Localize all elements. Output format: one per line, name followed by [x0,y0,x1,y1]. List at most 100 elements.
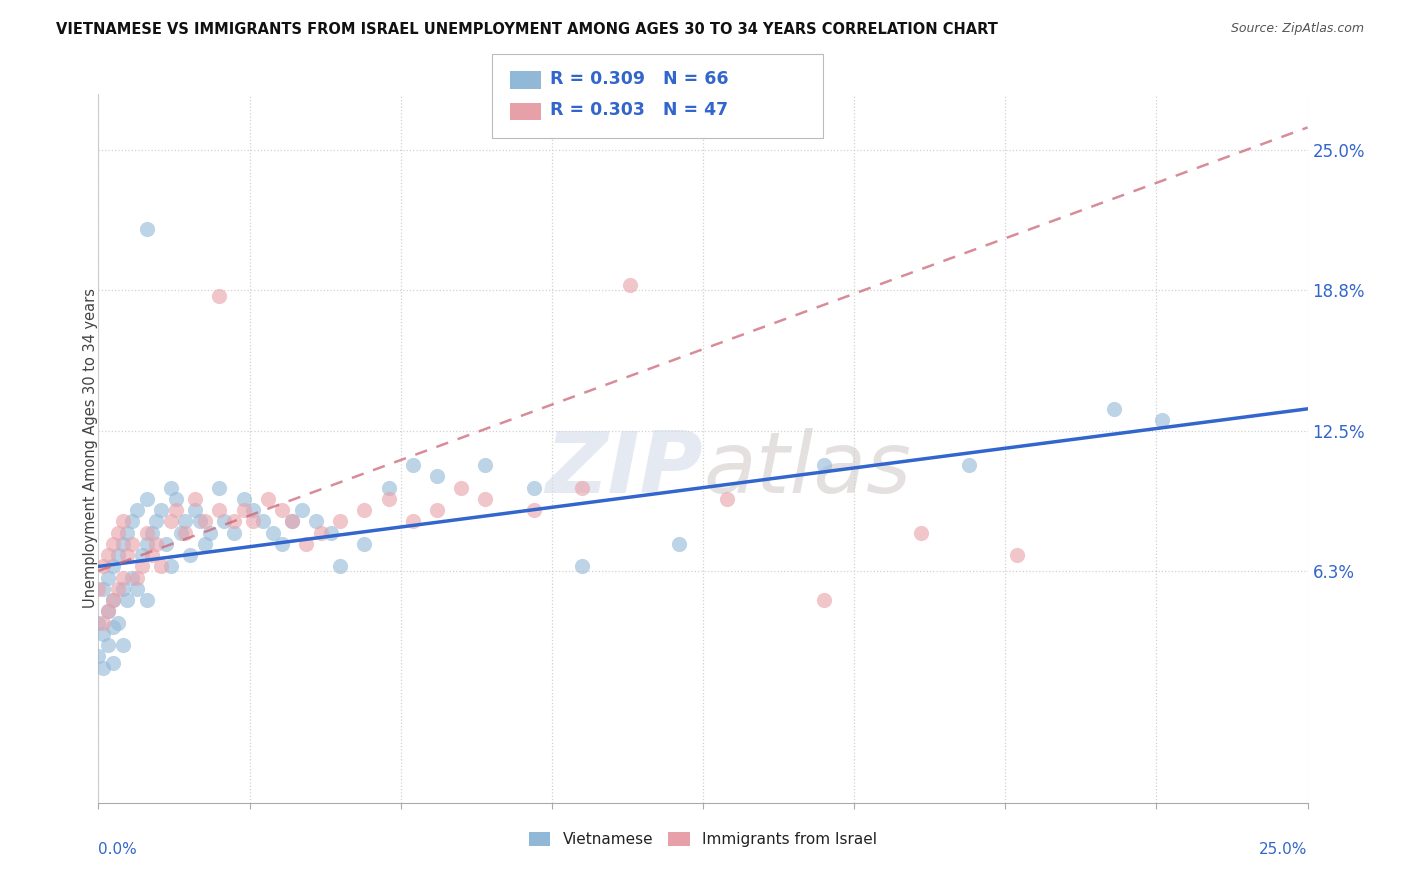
Point [117,593,139,607]
Point [91,582,114,596]
Point [208,503,231,517]
Point [121,537,143,551]
Point [97,604,120,618]
Point [619,278,641,293]
Point [295,537,318,551]
Point [135,491,157,506]
Point [450,481,472,495]
Point [160,559,183,574]
Point [242,503,264,517]
Point [91,615,114,630]
Point [281,515,304,529]
Point [91,627,114,641]
Text: atlas: atlas [703,428,911,511]
Point [165,503,187,517]
Text: R = 0.303   N = 47: R = 0.303 N = 47 [550,101,728,119]
Point [91,559,114,574]
Point [716,491,738,506]
Point [290,503,312,517]
Point [305,515,328,529]
Point [101,559,124,574]
Point [319,525,342,540]
Point [1152,413,1174,427]
Point [194,537,217,551]
Text: R = 0.309   N = 66: R = 0.309 N = 66 [550,70,728,87]
Point [179,548,201,562]
Point [188,515,211,529]
Point [91,661,114,675]
Y-axis label: Unemployment Among Ages 30 to 34 years: Unemployment Among Ages 30 to 34 years [83,288,97,608]
Point [97,571,120,585]
Point [910,525,932,540]
Point [426,469,449,483]
Point [135,525,157,540]
Point [131,559,153,574]
Point [101,537,124,551]
Point [101,593,124,607]
Point [111,537,134,551]
Point [155,537,177,551]
Point [668,537,690,551]
Point [174,515,197,529]
Point [135,537,157,551]
Legend: Vietnamese, Immigrants from Israel: Vietnamese, Immigrants from Israel [523,826,883,854]
Point [402,458,425,472]
Point [111,515,134,529]
Point [174,525,197,540]
Point [87,615,110,630]
Point [271,503,294,517]
Point [957,458,980,472]
Point [141,525,163,540]
Point [160,515,183,529]
Point [571,481,593,495]
Point [1102,401,1125,416]
Point [97,604,120,618]
Point [212,515,235,529]
Point [131,548,153,562]
Point [813,458,835,472]
Point [165,491,187,506]
Point [377,481,399,495]
Text: 0.0%: 0.0% [98,842,138,857]
Point [329,559,352,574]
Point [145,515,167,529]
Point [127,571,149,585]
Point [242,515,264,529]
Text: 25.0%: 25.0% [1260,842,1308,857]
Point [101,657,124,671]
Point [117,525,139,540]
Point [101,593,124,607]
Point [474,491,496,506]
Point [232,503,254,517]
Point [1007,548,1029,562]
Point [353,537,375,551]
Point [117,548,139,562]
Point [281,515,304,529]
Point [121,515,143,529]
Point [127,582,149,596]
Point [97,638,120,652]
Point [135,593,157,607]
Point [813,593,835,607]
Point [160,481,183,495]
Point [252,515,274,529]
Point [571,559,593,574]
Point [377,491,399,506]
Point [426,503,449,517]
Point [262,525,284,540]
Text: VIETNAMESE VS IMMIGRANTS FROM ISRAEL UNEMPLOYMENT AMONG AGES 30 TO 34 YEARS CORR: VIETNAMESE VS IMMIGRANTS FROM ISRAEL UNE… [56,22,998,37]
Point [111,638,134,652]
Point [107,582,129,596]
Point [141,548,163,562]
Point [198,525,221,540]
Point [107,615,129,630]
Point [127,503,149,517]
Point [97,548,120,562]
Point [353,503,375,517]
Point [309,525,332,540]
Point [208,289,231,303]
Point [87,582,110,596]
Point [402,515,425,529]
Point [523,481,546,495]
Point [184,503,207,517]
